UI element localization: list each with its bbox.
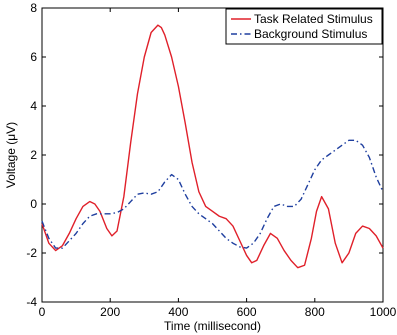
x-tick-label: 800 — [305, 305, 325, 319]
axes-box — [41, 7, 384, 303]
series-line-background — [41, 139, 384, 249]
x-axis-label: Time (millisecond) — [164, 319, 261, 333]
x-tick-label: 200 — [100, 305, 120, 319]
legend-label-background: Background Stimulus — [254, 27, 367, 41]
series-line-task-related — [41, 24, 384, 269]
y-tick-label: -2 — [26, 246, 37, 260]
series-layer — [41, 24, 384, 269]
plot-area — [41, 7, 384, 303]
legend-label-task-related: Task Related Stimulus — [254, 12, 373, 26]
legend-box — [225, 8, 383, 45]
y-tick-label: 6 — [30, 50, 37, 64]
y-tick-label: 0 — [30, 197, 37, 211]
y-tick-label: 8 — [30, 1, 37, 15]
ticks-layer: 0 200 400 600 800 1000 -4 -2 0 2 4 6 8 — [26, 1, 396, 319]
y-tick-label: 2 — [30, 148, 37, 162]
x-tick-label: 1000 — [370, 305, 397, 319]
x-tick-label: 0 — [39, 305, 46, 319]
y-axis-label: Voltage (μV) — [4, 122, 18, 188]
legend: Task Related Stimulus Background Stimulu… — [225, 8, 383, 45]
x-tick-label: 400 — [168, 305, 188, 319]
y-tick-label: 4 — [30, 99, 37, 113]
y-tick-label: -4 — [26, 295, 37, 309]
x-tick-label: 600 — [237, 305, 257, 319]
